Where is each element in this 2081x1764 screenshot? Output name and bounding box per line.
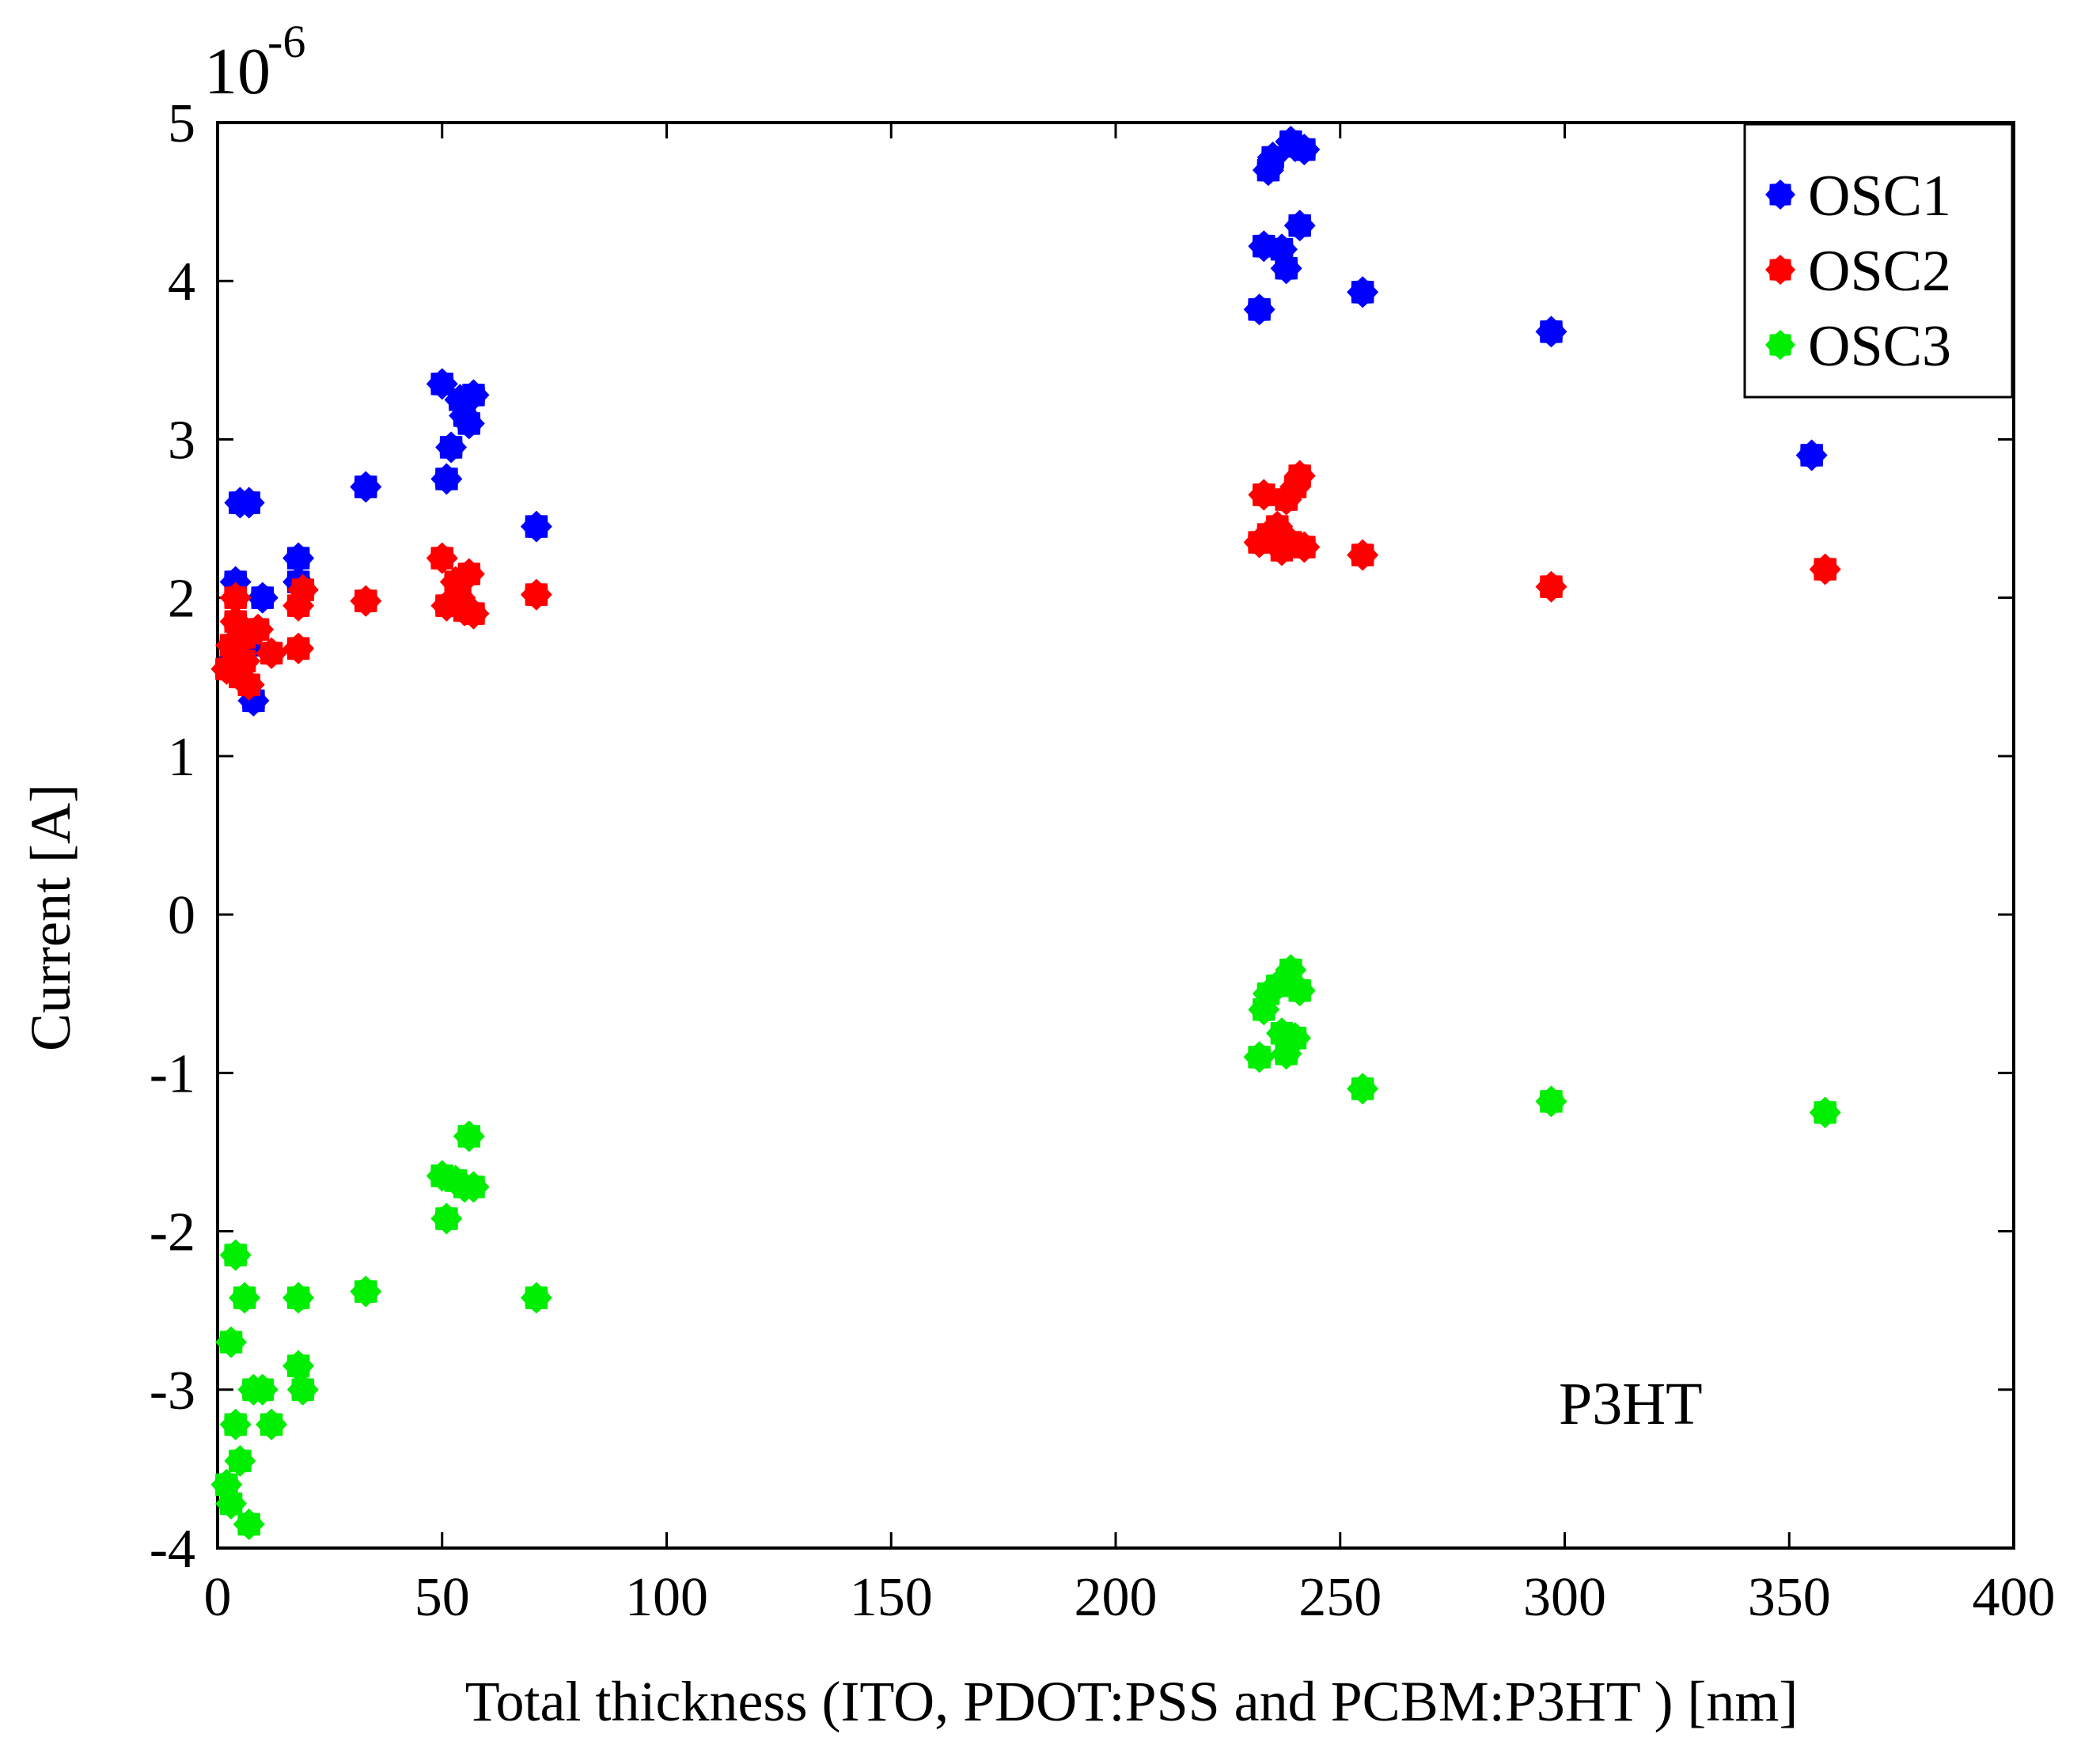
x-axis-ticks: 0 50 100 150 200 250 300 350 400: [204, 123, 2056, 1628]
x-tick-label: 150: [850, 1567, 933, 1628]
series-osc1: [215, 126, 1828, 717]
y-tick-label: -3: [150, 1361, 195, 1421]
data-point-osc1: [1288, 134, 1321, 165]
data-point-osc3: [1809, 1096, 1841, 1129]
data-point-osc2: [453, 558, 485, 590]
y-tick-label: 3: [168, 410, 195, 471]
y-axis-title: Current [A]: [19, 784, 82, 1051]
data-point-osc3: [219, 1239, 252, 1271]
x-tick-label: 0: [204, 1567, 232, 1628]
x-tick-label: 250: [1298, 1567, 1382, 1628]
y-axis-ticks: -4 -3 -2 -1 0 1 2 3 4 5: [150, 93, 2014, 1580]
data-point-osc3: [256, 1408, 288, 1440]
legend-marker-osc3: [1765, 330, 1795, 360]
data-point-osc1: [520, 510, 552, 543]
data-point-osc1: [430, 463, 463, 495]
data-point-osc2: [229, 645, 261, 677]
data-point-osc3: [350, 1275, 382, 1308]
data-point-osc1: [350, 471, 382, 503]
data-point-osc1: [1283, 210, 1316, 242]
data-point-osc3: [453, 1120, 485, 1153]
data-point-osc2: [1283, 460, 1316, 492]
y-tick-label: 0: [168, 885, 195, 946]
data-point-osc1: [1347, 276, 1379, 309]
y-tick-label: 2: [168, 569, 195, 630]
data-point-osc2: [233, 668, 265, 701]
data-point-osc3: [246, 1373, 279, 1406]
data-point-osc3: [1283, 975, 1316, 1007]
data-point-osc1: [435, 431, 468, 464]
data-point-osc3: [233, 1508, 265, 1540]
data-point-osc2: [242, 613, 275, 645]
data-point-osc2: [286, 573, 319, 606]
data-point-osc1: [453, 407, 485, 440]
data-point-osc3: [457, 1171, 490, 1203]
data-point-osc2: [1248, 479, 1280, 511]
data-point-osc1: [457, 379, 490, 411]
data-point-osc2: [457, 597, 490, 630]
data-point-osc1: [1270, 252, 1302, 285]
data-point-osc2: [1288, 531, 1321, 563]
data-point-osc3: [215, 1487, 247, 1520]
y-tick-label: -4: [150, 1519, 195, 1580]
data-point-osc1: [246, 581, 279, 614]
data-points: [210, 126, 1841, 1540]
data-point-osc3: [286, 1373, 319, 1406]
series-osc2: [210, 460, 1841, 701]
data-point-osc3: [224, 1444, 256, 1477]
y-exponent-power: -6: [267, 16, 305, 67]
data-point-osc2: [256, 637, 288, 669]
y-tick-label: 1: [168, 727, 195, 788]
data-point-osc3: [282, 1349, 315, 1382]
data-point-osc1: [233, 486, 265, 519]
y-tick-label: -1: [150, 1043, 195, 1104]
data-point-osc1: [1243, 293, 1276, 326]
data-point-osc2: [426, 542, 458, 574]
legend-marker-osc2: [1765, 255, 1795, 285]
data-point-osc2: [1535, 570, 1567, 603]
legend-items: OSC1 OSC2 OSC3: [1765, 164, 1951, 379]
y-tick-label: 5: [168, 93, 195, 154]
data-point-osc3: [282, 1281, 315, 1314]
x-tick-label: 300: [1523, 1567, 1606, 1628]
x-tick-label: 400: [1973, 1567, 2056, 1628]
data-point-osc2: [1347, 539, 1379, 571]
data-point-osc3: [520, 1281, 552, 1314]
y-tick-label: -2: [150, 1202, 195, 1263]
legend: OSC1 OSC2 OSC3: [1743, 123, 2014, 399]
data-point-osc3: [215, 1326, 247, 1358]
data-point-osc1: [282, 542, 315, 574]
x-tick-label: 100: [625, 1567, 708, 1628]
y-exponent-base: 10: [204, 35, 271, 108]
legend-marker-osc1: [1765, 180, 1795, 210]
data-point-osc2: [520, 578, 552, 611]
legend-label-osc3: OSC3: [1808, 314, 1951, 379]
data-point-osc1: [1535, 316, 1567, 348]
x-tick-label: 350: [1748, 1567, 1831, 1628]
data-point-osc2: [350, 585, 382, 617]
data-point-osc2: [219, 581, 252, 614]
data-point-osc3: [1347, 1073, 1379, 1105]
data-point-osc3: [430, 1202, 463, 1235]
data-point-osc2: [1809, 553, 1841, 585]
legend-label-osc1: OSC1: [1808, 164, 1951, 229]
data-point-osc2: [282, 632, 315, 664]
data-point-osc3: [229, 1281, 261, 1314]
y-tick-label: 4: [168, 252, 195, 312]
x-axis-title: Total thickness (ITO, PDOT:PSS and PCBM:…: [465, 1670, 1799, 1733]
annotation-p3ht: P3HT: [1559, 1371, 1703, 1437]
data-point-osc1: [1795, 439, 1828, 471]
x-tick-label: 200: [1075, 1567, 1158, 1628]
legend-label-osc2: OSC2: [1808, 239, 1951, 304]
series-osc3: [210, 954, 1841, 1540]
data-point-osc3: [1279, 1022, 1311, 1054]
data-point-osc3: [219, 1408, 252, 1440]
x-tick-label: 50: [415, 1567, 470, 1628]
data-point-osc3: [1243, 1041, 1276, 1073]
data-point-osc3: [1535, 1085, 1567, 1118]
